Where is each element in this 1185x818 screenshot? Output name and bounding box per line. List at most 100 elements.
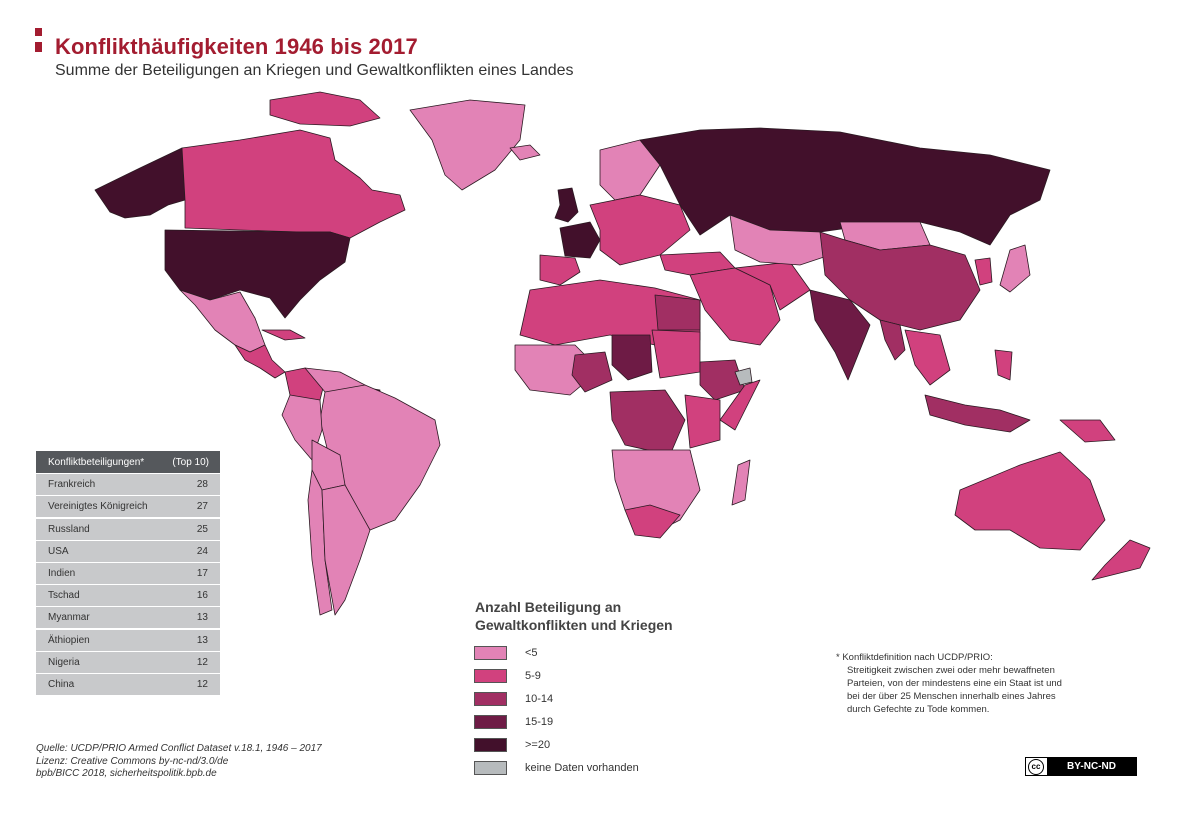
region-canada: [181, 129, 406, 239]
region-indonesia: [924, 394, 1031, 433]
region-spain: [539, 254, 581, 286]
table-country: Äthiopien: [48, 634, 90, 646]
table-row: Äthiopien 13: [36, 629, 220, 651]
table-header-note: (Top 10): [172, 456, 209, 468]
cc-license-text: BY-NC-ND: [1047, 758, 1136, 775]
legend-swatch: [474, 715, 507, 729]
region-australia: [954, 451, 1106, 551]
table-value: 17: [196, 567, 208, 579]
region-ethiopia: [699, 359, 746, 401]
table-country: Myanmar: [48, 612, 90, 624]
legend-label: keine Daten vorhanden: [525, 762, 639, 774]
table-country: Frankreich: [48, 479, 96, 491]
table-value: 12: [196, 656, 208, 668]
region-greenland: [409, 99, 526, 191]
table-row: Frankreich 28: [36, 474, 220, 496]
note-line2: Streitigkeit zwischen zwei oder mehr bew…: [847, 665, 1055, 676]
region-usa: [164, 229, 351, 319]
region-egypt: [654, 294, 701, 331]
cc-icon: cc: [1028, 758, 1044, 775]
table-country: China: [48, 678, 75, 690]
region-somalia: [719, 379, 761, 431]
legend-item: 10-14: [474, 692, 553, 706]
table-value: 16: [196, 590, 208, 602]
region-png: [1059, 419, 1116, 443]
legend-label: <5: [525, 647, 538, 659]
source-line2: Lizenz: Creative Commons by-nc-nd/3.0/de: [36, 755, 229, 767]
source-line3: bpb/BICC 2018, sicherheitspolitik.bpb.de: [36, 768, 217, 779]
region-canada-islands: [269, 91, 381, 127]
table-value: 13: [196, 634, 208, 646]
region-somaliland: [734, 367, 753, 386]
legend-label: 15-19: [525, 716, 554, 728]
legend-swatch: [474, 692, 507, 706]
table-value: 28: [196, 479, 208, 491]
region-chad: [611, 334, 653, 381]
region-drc: [609, 389, 686, 456]
table-row: USA 24: [36, 540, 220, 562]
title-accent-top: [35, 28, 42, 36]
table-row: Myanmar 13: [36, 607, 220, 629]
region-india: [809, 289, 871, 381]
page-title: Konflikthäufigkeiten 1946 bis 2017: [55, 34, 418, 59]
legend-swatch: [474, 761, 507, 775]
legend-label: 10-14: [525, 693, 554, 705]
top10-table: Konfliktbeteiligungen* (Top 10) Frankrei…: [36, 451, 220, 695]
legend-item: 5-9: [474, 669, 541, 683]
region-japan: [999, 244, 1031, 293]
table-country: Indien: [48, 567, 76, 579]
table-row: Vereinigtes Königreich 27: [36, 496, 220, 518]
region-mexico: [179, 289, 266, 353]
region-nigeria: [571, 351, 613, 393]
table-value: 25: [196, 523, 208, 535]
note-line1: * Konfliktdefinition nach UCDP/PRIO:: [836, 652, 993, 663]
table-header-label: Konfliktbeteiligungen*: [48, 456, 145, 468]
region-east-africa: [684, 394, 721, 449]
region-russia: [639, 127, 1051, 246]
legend-item: keine Daten vorhanden: [474, 761, 639, 775]
table-header: Konfliktbeteiligungen* (Top 10): [36, 451, 220, 473]
region-central-asia: [729, 214, 831, 266]
region-korea: [974, 257, 993, 286]
source-line1: Quelle: UCDP/PRIO Armed Conflict Dataset…: [36, 743, 322, 754]
table-country: Tschad: [48, 590, 80, 602]
table-value: 24: [196, 545, 208, 557]
region-new-zealand: [1091, 539, 1151, 581]
region-iceland: [509, 144, 541, 161]
region-france: [559, 221, 601, 259]
region-uk: [554, 187, 579, 223]
table-country: Russland: [48, 523, 90, 535]
table-row: Nigeria 12: [36, 651, 220, 673]
cc-license-badge: cc BY-NC-ND: [1025, 757, 1137, 776]
region-philippines: [994, 349, 1013, 381]
page-subtitle: Summe der Beteiligungen an Kriegen und G…: [55, 62, 574, 79]
region-argentina: [321, 484, 371, 616]
table-value: 12: [196, 678, 208, 690]
table-country: Vereinigtes Königreich: [48, 501, 148, 513]
table-row: China 12: [36, 673, 220, 695]
legend-label: 5-9: [525, 670, 541, 682]
region-alaska: [94, 147, 186, 219]
legend-item: <5: [474, 646, 538, 660]
title-accent-bottom: [35, 42, 42, 52]
note-line3: Parteien, von der mindestens eine ein St…: [847, 678, 1062, 689]
table-body: Frankreich 28 Vereinigtes Königreich 27 Russ…: [36, 474, 220, 695]
region-central-america: [234, 344, 286, 379]
region-china: [819, 231, 981, 331]
table-row: Indien 17: [36, 562, 220, 584]
note-line5: durch Gefechte zu Tode kommen.: [847, 704, 990, 715]
table-value: 13: [196, 612, 208, 624]
region-madagascar: [731, 459, 751, 506]
region-sudan: [651, 329, 701, 379]
table-country: Nigeria: [48, 656, 80, 668]
legend-swatch: [474, 738, 507, 752]
region-se-asia: [904, 329, 951, 386]
legend-swatch: [474, 646, 507, 660]
table-row: Russland 25: [36, 518, 220, 540]
region-myanmar: [879, 319, 906, 361]
legend-swatch: [474, 669, 507, 683]
legend-title-line1: Anzahl Beteiligung an: [475, 599, 622, 615]
legend-title-line2: Gewaltkonflikten und Kriegen: [475, 617, 673, 633]
region-south-africa: [624, 504, 681, 539]
